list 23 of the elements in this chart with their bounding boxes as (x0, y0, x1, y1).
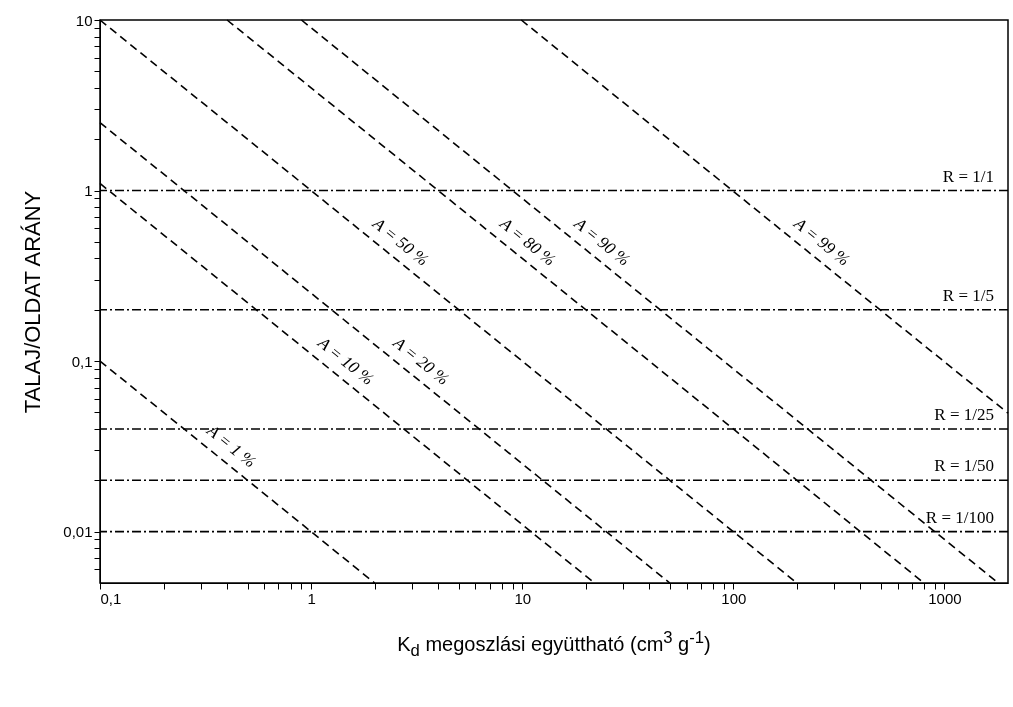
text: A = 99 % (789, 213, 854, 270)
annotation: R = 1/100 (925, 507, 994, 527)
annotation: R = 1/5 (942, 285, 994, 305)
text: A = 20 % (388, 332, 453, 389)
text: A = 1 % (202, 420, 260, 472)
text: A = 80 % (495, 213, 560, 270)
y-tick-label: 0,01 (63, 523, 93, 541)
annotation: R = 1/50 (934, 456, 994, 476)
x-axis-title: K$_{d}$ megoszlási együttható (cm$^{3}$ g$^{-1}$) (396, 628, 712, 661)
y-axis-title: TALAJ/OLDAT ARÁNY (20, 190, 46, 414)
x-tick-label: 1 (307, 589, 316, 607)
x-tick-label: 10 (514, 589, 532, 607)
y-tick-label: 1 (84, 182, 93, 200)
y-tick-label: 10 (75, 11, 93, 29)
x-tick-label: 100 (721, 589, 747, 607)
annotation: R = 1/25 (934, 404, 994, 424)
y-tick-label: 0,1 (71, 352, 93, 370)
x-tick-label: 1000 (928, 589, 962, 607)
text: A = 50 % (368, 213, 433, 270)
text: A = 90 % (569, 213, 634, 270)
x-tick-label: 0,1 (100, 589, 122, 607)
text: A = 10 % (313, 332, 378, 389)
annotation: R = 1/1 (942, 166, 994, 186)
